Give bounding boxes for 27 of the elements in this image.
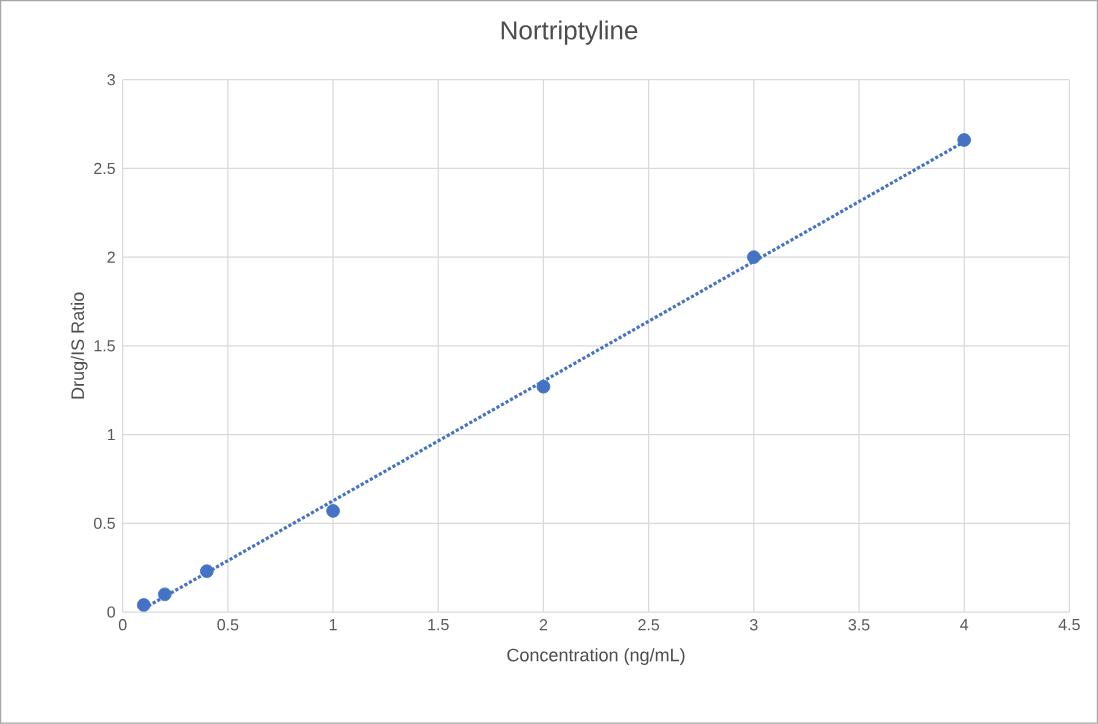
point (536, 380, 551, 394)
point (957, 133, 971, 147)
x-tick-label: 3.5 (848, 619, 870, 631)
chart-title: Nortriptyline (501, 20, 638, 45)
y-tick-label: 1.5 (94, 340, 115, 352)
x-tick-label: 2.5 (638, 619, 660, 631)
point (157, 587, 172, 602)
y-axis-title: Drug/IS Ratio (70, 292, 88, 399)
y-tick-label: 2.5 (94, 162, 115, 175)
y-tick-label: 1 (107, 429, 115, 441)
x-tick-label: 1.5 (428, 619, 449, 631)
y-tick-label: 0.5 (94, 517, 115, 530)
y-tick-label: 0 (107, 606, 116, 618)
x-tick-label: 4 (960, 619, 969, 631)
x-axis-title: Concentration (ng/mL) (507, 648, 685, 666)
point (136, 598, 151, 612)
point (747, 250, 761, 265)
point (326, 504, 340, 518)
point (200, 564, 214, 579)
y-tick-label: 3 (107, 74, 115, 86)
y-tick-label: 2 (107, 251, 115, 263)
x-tick-label: 2 (539, 619, 548, 631)
x-tick-label: 1 (329, 619, 337, 631)
x-tick-label: 0.5 (217, 619, 239, 631)
x-tick-label: 4.5 (1058, 619, 1080, 631)
x-tick-label: 0 (118, 619, 127, 631)
x-tick-label: 3 (749, 619, 758, 631)
